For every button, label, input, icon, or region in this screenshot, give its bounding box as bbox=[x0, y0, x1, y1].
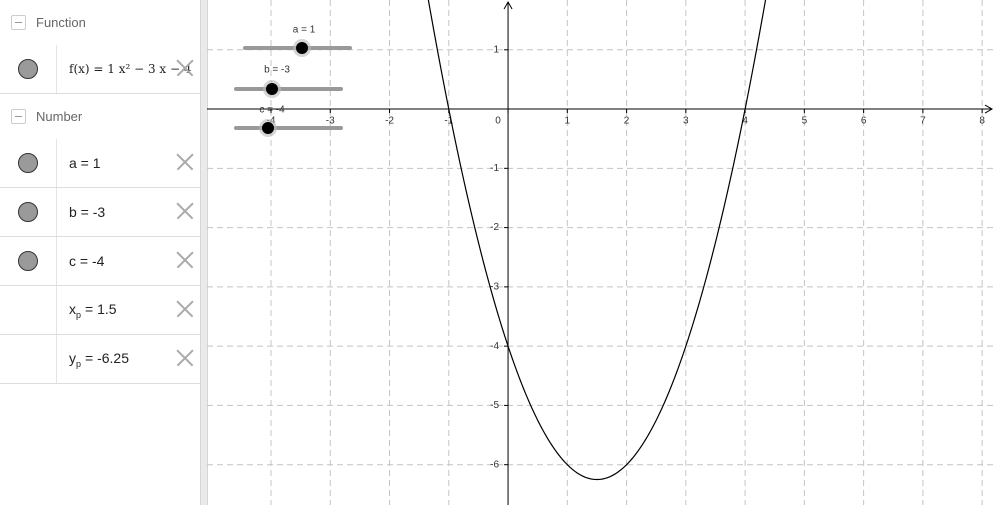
x-tick-label: 1 bbox=[565, 116, 571, 127]
y-tick-label: -5 bbox=[490, 400, 499, 411]
delete-button[interactable] bbox=[176, 349, 194, 367]
value-text: = 1.5 bbox=[85, 300, 117, 317]
delete-button[interactable] bbox=[176, 300, 194, 318]
algebra-row[interactable]: c = -4 bbox=[0, 237, 200, 286]
x-tick-label: 4 bbox=[742, 116, 748, 127]
algebra-row[interactable]: xp = 1.5 bbox=[0, 286, 200, 335]
marble-cell bbox=[0, 45, 57, 93]
marble-cell bbox=[0, 286, 57, 334]
slider-label: b = -3 bbox=[264, 65, 290, 76]
y-axis-arrow bbox=[503, 0, 513, 10]
marble-cell bbox=[0, 335, 57, 383]
slider-knob[interactable] bbox=[262, 122, 274, 134]
marble-cell bbox=[0, 139, 57, 187]
group-title: Number bbox=[36, 109, 83, 124]
algebra-text: f(x) = 1 x² − 3 x − 4 bbox=[69, 62, 192, 76]
y-tick-label: -4 bbox=[490, 341, 499, 352]
algebra-text: c = -4 bbox=[69, 253, 105, 269]
x-tick-label: -2 bbox=[385, 116, 394, 127]
algebra-row[interactable]: f(x) = 1 x² − 3 x − 4 bbox=[0, 45, 200, 94]
x-tick-label: -1 bbox=[444, 116, 453, 127]
symbol: y bbox=[69, 349, 76, 366]
slider-knob[interactable] bbox=[296, 42, 308, 54]
y-tick-label: 1 bbox=[493, 44, 499, 55]
x-axis-arrow bbox=[984, 104, 994, 114]
y-tick-label: -3 bbox=[490, 282, 499, 293]
algebra-row[interactable]: a = 1 bbox=[0, 139, 200, 188]
divider[interactable] bbox=[200, 0, 208, 505]
y-tick-label: -1 bbox=[490, 163, 499, 174]
algebra-view: Function f(x) = 1 x² − 3 x − 4 Number a = 1… bbox=[0, 0, 200, 505]
delete-button[interactable] bbox=[176, 153, 194, 171]
visibility-toggle[interactable] bbox=[18, 153, 38, 173]
x-tick-label: 6 bbox=[861, 116, 867, 127]
visibility-toggle[interactable] bbox=[18, 251, 38, 271]
x-tick-label: 0 bbox=[495, 116, 501, 127]
group-header: Function bbox=[0, 0, 200, 45]
algebra-row[interactable]: b = -3 bbox=[0, 188, 200, 237]
collapse-toggle[interactable] bbox=[11, 109, 26, 124]
algebra-text: b = -3 bbox=[69, 204, 106, 220]
group-header: Number bbox=[0, 94, 200, 139]
slider-label: a = 1 bbox=[293, 25, 316, 36]
visibility-toggle[interactable] bbox=[18, 202, 38, 222]
x-tick-label: 2 bbox=[624, 116, 630, 127]
x-tick-label: 7 bbox=[920, 116, 926, 127]
algebra-text: xp = 1.5 bbox=[57, 301, 117, 320]
x-tick-label: 8 bbox=[979, 116, 985, 127]
subscript: p bbox=[76, 358, 82, 369]
y-tick-label: -2 bbox=[490, 222, 499, 233]
marble-cell bbox=[0, 188, 57, 236]
delete-button[interactable] bbox=[176, 202, 194, 220]
function-curve bbox=[427, 0, 767, 481]
delete-button[interactable] bbox=[176, 251, 194, 269]
y-tick-label: -6 bbox=[490, 459, 499, 470]
algebra-text: a = 1 bbox=[69, 155, 101, 171]
visibility-toggle[interactable] bbox=[18, 59, 38, 79]
slider-knob[interactable] bbox=[266, 83, 278, 95]
x-tick-label: 3 bbox=[683, 116, 689, 127]
delete-button[interactable] bbox=[176, 59, 194, 77]
x-tick-label: -3 bbox=[326, 116, 335, 127]
subscript: p bbox=[76, 309, 82, 320]
algebra-text: yp = -6.25 bbox=[57, 350, 129, 369]
marble-cell bbox=[0, 237, 57, 285]
value-text: = -6.25 bbox=[85, 349, 129, 366]
collapse-toggle[interactable] bbox=[11, 15, 26, 30]
group-title: Function bbox=[36, 15, 86, 30]
slider-label: c = -4 bbox=[259, 105, 285, 116]
x-tick-label: 5 bbox=[802, 116, 808, 127]
symbol: x bbox=[69, 300, 76, 317]
algebra-row[interactable]: yp = -6.25 bbox=[0, 335, 200, 384]
